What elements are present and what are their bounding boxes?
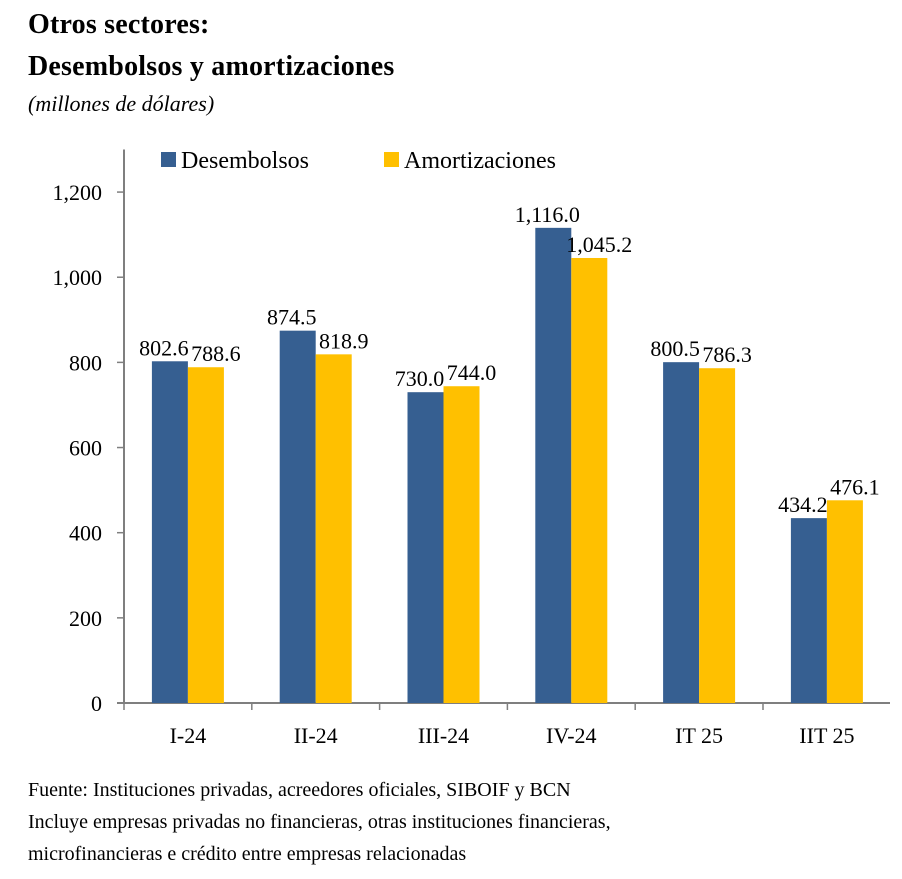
x-tick-label: I-24: [170, 723, 207, 748]
y-tick-label: 1,200: [53, 180, 103, 205]
bar-amortizaciones-it-25: [699, 368, 736, 703]
x-tick-label: IT 25: [675, 723, 723, 748]
bar-amortizaciones-iii-24: [443, 386, 480, 703]
x-tick-label: IV-24: [546, 723, 597, 748]
data-label: 818.9: [319, 328, 369, 353]
data-label: 1,045.2: [566, 232, 632, 257]
bar-amortizaciones-ii-24: [315, 354, 352, 703]
chart-title-line-2: Desembolsos y amortizaciones: [28, 51, 395, 82]
x-axis: I-24 II-24 III-24 IV-24 IT 25 IIT 25: [117, 702, 890, 748]
chart-subtitle: (millones de dólares): [28, 91, 215, 116]
data-label: 800.5: [650, 336, 700, 361]
legend-swatch-desembolsos: [161, 152, 176, 167]
legend-label-amortizaciones: Amortizaciones: [404, 148, 556, 174]
footnote-line-2: microfinancieras e crédito entre empresa…: [28, 843, 467, 865]
y-tick-label: 200: [69, 606, 102, 631]
y-tick-label: 400: [69, 521, 102, 546]
bar-desembolsos-iv-24: [535, 227, 572, 703]
data-label: 744.0: [447, 360, 497, 385]
x-tick-label: III-24: [418, 723, 469, 748]
data-label: 802.6: [139, 335, 189, 360]
data-label: 730.0: [395, 366, 445, 391]
y-axis: 0 200 400 600 800 1,000 1,200: [53, 149, 125, 716]
footnote-line-1: Incluye empresas privadas no financieras…: [28, 811, 611, 833]
bar-desembolsos-ii-24: [279, 330, 316, 703]
data-label: 786.3: [702, 342, 752, 367]
x-tick-label: II-24: [294, 723, 338, 748]
bar-desembolsos-iit-25: [790, 518, 827, 703]
data-label: 788.6: [191, 341, 241, 366]
bar-amortizaciones-iit-25: [826, 500, 863, 703]
legend-swatch-amortizaciones: [384, 152, 399, 167]
legend: Desembolsos Amortizaciones: [161, 148, 556, 174]
data-label: 434.2: [778, 492, 828, 517]
y-tick-label: 600: [69, 436, 102, 461]
bars: [151, 227, 863, 703]
y-tick-label: 1,000: [53, 265, 103, 290]
source-note: Fuente: Instituciones privadas, acreedor…: [28, 779, 571, 801]
bar-desembolsos-i-24: [151, 361, 188, 703]
x-tick-label: IIT 25: [799, 723, 854, 748]
y-tick-label: 800: [69, 350, 102, 375]
bar-desembolsos-iii-24: [407, 392, 444, 703]
legend-label-desembolsos: Desembolsos: [181, 148, 309, 174]
data-label: 874.5: [267, 305, 317, 330]
bar-amortizaciones-i-24: [187, 367, 224, 703]
data-label: 1,116.0: [515, 202, 580, 227]
bar-desembolsos-it-25: [663, 362, 700, 703]
chart-title-line-1: Otros sectores:: [28, 9, 210, 40]
data-label: 476.1: [830, 474, 880, 499]
bar-amortizaciones-iv-24: [571, 257, 608, 703]
y-tick-label: 0: [91, 691, 102, 716]
